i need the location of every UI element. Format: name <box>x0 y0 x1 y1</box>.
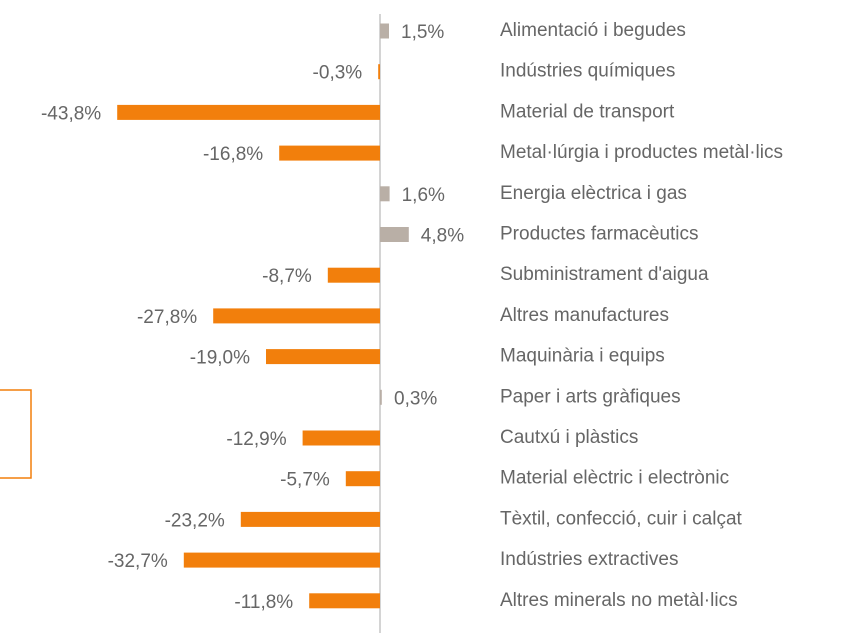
value-label: -16,8% <box>203 144 263 165</box>
value-label: -43,8% <box>41 103 101 124</box>
bar <box>380 186 390 202</box>
category-label: Indústries extractives <box>500 549 678 570</box>
category-label: Indústries químiques <box>500 61 675 82</box>
category-label: Subministrament d'aigua <box>500 264 709 285</box>
category-label: Maquinària i equips <box>500 346 665 367</box>
bar <box>183 552 380 568</box>
category-label: Alimentació i begudes <box>500 20 686 41</box>
value-label: 4,8% <box>421 226 464 247</box>
category-label: Energia elèctrica i gas <box>500 183 687 204</box>
value-label: -12,9% <box>226 429 286 450</box>
legend-box <box>0 389 32 479</box>
category-label: Altres manufactures <box>500 305 669 326</box>
category-label: Productes farmacèutics <box>500 224 699 245</box>
bar <box>380 23 389 39</box>
bar <box>302 430 380 446</box>
value-label: -23,2% <box>165 510 225 531</box>
value-label: -0,3% <box>313 63 363 84</box>
value-label: -27,8% <box>137 307 197 328</box>
category-label: Material elèctric i electrònic <box>500 468 729 489</box>
category-label: Paper i arts gràfiques <box>500 386 681 407</box>
category-label: Altres minerals no metàl·lics <box>500 590 738 611</box>
category-label: Tèxtil, confecció, cuir i calçat <box>500 508 743 529</box>
value-label: -11,8% <box>234 592 293 613</box>
value-label: -8,7% <box>262 266 312 287</box>
bar <box>266 349 380 365</box>
bar <box>378 64 380 80</box>
bar <box>279 145 380 161</box>
category-label: Material de transport <box>500 101 675 122</box>
bar <box>117 104 380 120</box>
bar <box>240 511 380 527</box>
bar <box>380 227 409 242</box>
value-label: -5,7% <box>280 470 330 491</box>
bar <box>213 308 380 324</box>
bar <box>309 593 380 609</box>
bar <box>345 471 380 487</box>
category-label: Metal·lúrgia i productes metàl·lics <box>500 142 783 163</box>
bar <box>327 267 380 283</box>
value-label: 0,3% <box>394 388 437 409</box>
value-label: 1,6% <box>402 185 445 206</box>
category-label: Cautxú i plàstics <box>500 427 638 448</box>
value-label: 1,5% <box>401 22 444 43</box>
value-label: -32,7% <box>108 551 168 572</box>
value-label: -19,0% <box>190 348 250 369</box>
bar <box>380 389 382 405</box>
